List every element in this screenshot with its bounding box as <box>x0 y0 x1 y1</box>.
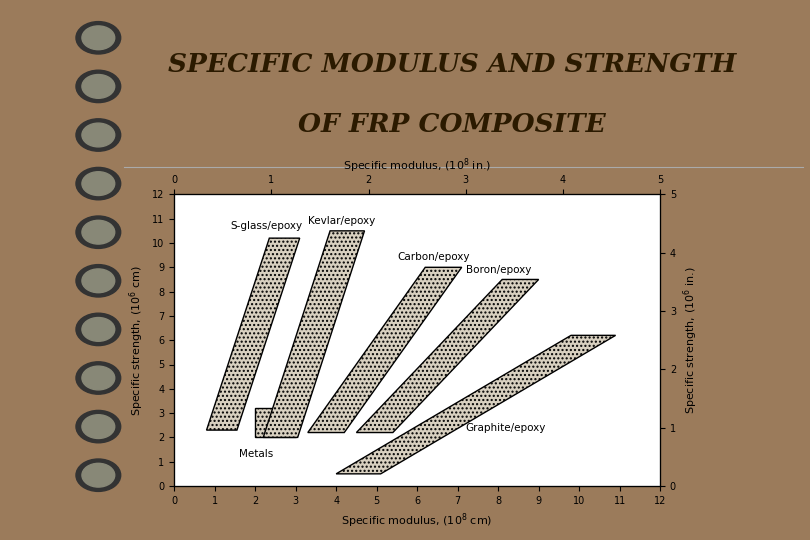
Circle shape <box>82 366 115 390</box>
Text: OF FRP COMPOSITE: OF FRP COMPOSITE <box>298 112 606 137</box>
Circle shape <box>82 463 115 487</box>
Circle shape <box>82 123 115 147</box>
Circle shape <box>76 22 121 54</box>
Circle shape <box>82 26 115 50</box>
Text: Boron/epoxy: Boron/epoxy <box>466 265 531 275</box>
Circle shape <box>76 459 121 491</box>
Polygon shape <box>308 267 462 433</box>
Circle shape <box>76 362 121 394</box>
Circle shape <box>82 220 115 244</box>
X-axis label: Specific modulus, (10$^8$ cm): Specific modulus, (10$^8$ cm) <box>342 511 492 530</box>
Text: Carbon/epoxy: Carbon/epoxy <box>397 252 470 262</box>
Circle shape <box>82 75 115 98</box>
Text: S-glass/epoxy: S-glass/epoxy <box>231 221 303 231</box>
Circle shape <box>76 410 121 443</box>
Circle shape <box>82 269 115 293</box>
Circle shape <box>76 70 121 103</box>
Circle shape <box>82 415 115 438</box>
Circle shape <box>76 167 121 200</box>
Circle shape <box>76 313 121 346</box>
X-axis label: Specific modulus, (10$^8$ in.): Specific modulus, (10$^8$ in.) <box>343 156 491 174</box>
Circle shape <box>76 119 121 151</box>
Y-axis label: Specific strength, (10$^6$ in.): Specific strength, (10$^6$ in.) <box>682 266 701 414</box>
Polygon shape <box>356 280 539 433</box>
Circle shape <box>82 172 115 195</box>
Text: Metals: Metals <box>239 449 273 459</box>
Polygon shape <box>255 408 296 437</box>
Circle shape <box>76 265 121 297</box>
Polygon shape <box>263 231 364 437</box>
Polygon shape <box>336 335 616 474</box>
Polygon shape <box>207 238 300 430</box>
Text: Kevlar/epoxy: Kevlar/epoxy <box>308 216 375 226</box>
Text: Graphite/epoxy: Graphite/epoxy <box>466 422 546 433</box>
Circle shape <box>76 216 121 248</box>
Circle shape <box>82 318 115 341</box>
Text: SPECIFIC MODULUS AND STRENGTH: SPECIFIC MODULUS AND STRENGTH <box>168 52 736 77</box>
Y-axis label: Specific strength, (10$^6$ cm): Specific strength, (10$^6$ cm) <box>128 265 147 416</box>
